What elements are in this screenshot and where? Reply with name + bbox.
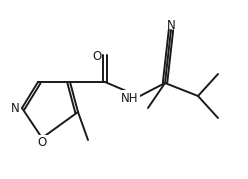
Text: N: N (167, 18, 175, 32)
Text: N: N (11, 101, 19, 115)
Text: O: O (92, 50, 102, 62)
Text: NH: NH (121, 91, 139, 105)
Text: O: O (37, 137, 47, 149)
